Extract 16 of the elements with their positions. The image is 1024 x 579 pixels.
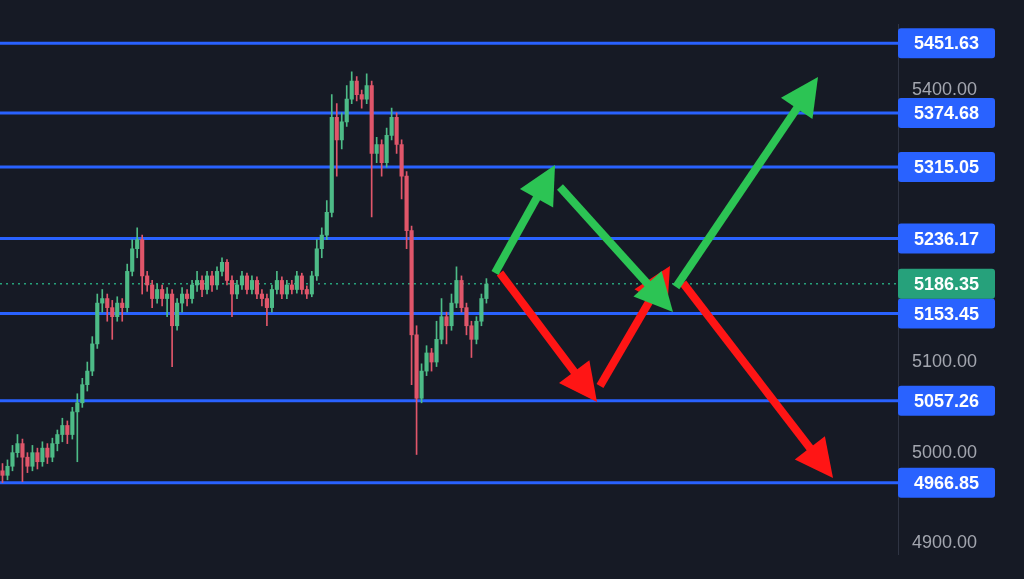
y-tick-label: 5000.00 [912,441,978,462]
ref-line-label: 5315.05 [913,157,980,178]
ref-line-label: 5153.45 [913,303,980,324]
candlestick [100,289,105,313]
ref-line-label: 5236.17 [913,228,980,249]
y-tick-label: 4900.00 [912,532,978,553]
ref-line-label: 5186.35 [913,273,980,294]
candlestick [165,287,170,318]
ref-line-label: 5057.26 [913,390,980,411]
candlestick [120,298,125,322]
candlestick [194,271,200,292]
y-tick-label: 5100.00 [912,350,978,371]
ref-line-label: 4966.85 [913,472,980,493]
ref-line-label: 5451.63 [913,33,980,54]
y-tick-label: 5400.00 [912,79,978,100]
ref-line-label: 5374.68 [913,102,980,123]
